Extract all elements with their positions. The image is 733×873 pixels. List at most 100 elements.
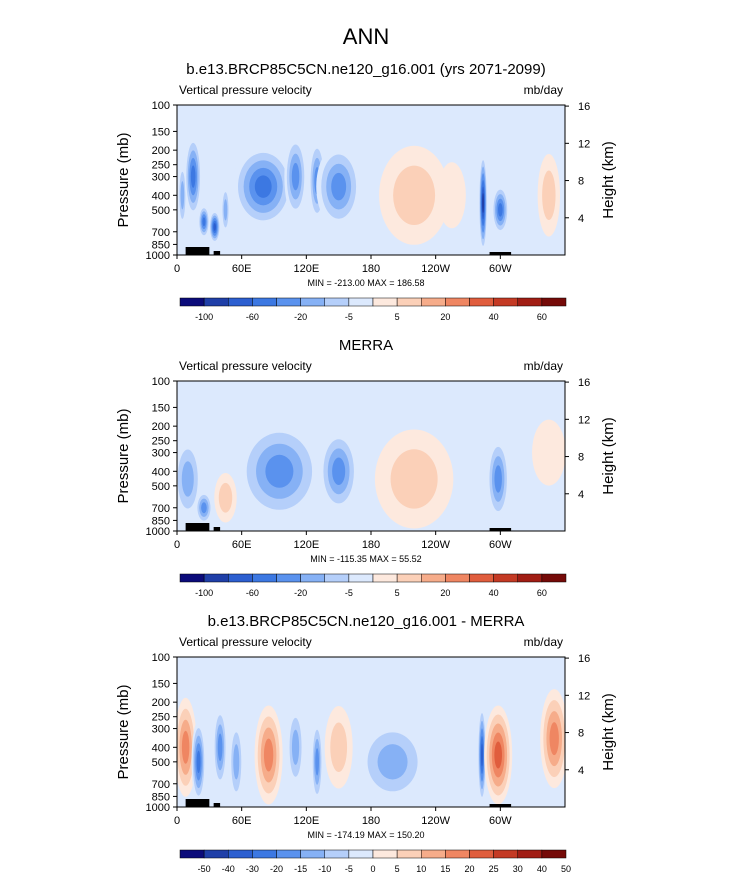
colorbar-box	[300, 573, 325, 583]
colorbar-box	[276, 297, 301, 307]
y2-tick-label: 8	[578, 728, 584, 740]
variable-label: Vertical pressure velocity	[179, 635, 312, 649]
y-tick-label: 100	[152, 652, 170, 664]
y-tick-label: 250	[152, 436, 170, 448]
colorbar-box	[493, 573, 518, 583]
y2-tick-label: 12	[578, 414, 590, 426]
colorbar-label: -5	[345, 588, 353, 598]
topography-1	[213, 251, 221, 255]
colorbar-label: 5	[395, 312, 400, 322]
colorbar-box	[469, 297, 494, 307]
topography-1	[213, 803, 221, 807]
contour-6-4	[291, 162, 300, 191]
colorbar-box	[372, 297, 398, 307]
x-tick-label: 0	[174, 263, 180, 275]
colorbar-box	[541, 573, 567, 583]
y-tick-label: 250	[152, 712, 170, 724]
topography-1	[213, 527, 221, 531]
colorbar-label: -60	[246, 312, 259, 322]
y-tick-label: 500	[152, 757, 170, 769]
contour-6-4	[494, 465, 502, 493]
colorbar-box	[179, 297, 205, 307]
colorbar-label: -20	[294, 312, 307, 322]
x-tick-label: 60W	[489, 263, 512, 275]
panel-title: b.e13.BRCP85C5CN.ne120_g16.001 - MERRA	[208, 613, 525, 630]
y-tick-label: 100	[152, 100, 170, 112]
x-tick-label: 120E	[293, 815, 319, 827]
y-tick-label: 1000	[146, 250, 170, 262]
x-tick-label: 60W	[489, 539, 512, 551]
topography-2	[489, 804, 512, 807]
units-label: mb/day	[524, 635, 563, 649]
colorbar-box	[348, 849, 374, 859]
topography-0	[185, 523, 210, 531]
colorbar-label: -5	[345, 312, 353, 322]
colorbar-label: 0	[370, 864, 375, 873]
colorbar-label: 20	[440, 588, 450, 598]
y2-tick-label: 8	[578, 452, 584, 464]
contour-6-4	[315, 748, 319, 776]
x-tick-label: 120W	[421, 815, 450, 827]
x-tick-label: 180	[362, 263, 380, 275]
contour-1-5	[196, 750, 201, 774]
colorbar-box	[517, 573, 543, 583]
panels: b.e13.BRCP85C5CN.ne120_g16.001 (yrs 2071…	[115, 61, 617, 873]
colorbar-label: -20	[294, 588, 307, 598]
y2-tick-label: 4	[578, 489, 584, 501]
colorbar-label: 60	[537, 312, 547, 322]
y-tick-label: 300	[152, 172, 170, 184]
colorbar-box	[324, 849, 350, 859]
panel-title: b.e13.BRCP85C5CN.ne120_g16.001 (yrs 2071…	[186, 61, 545, 78]
y2-axis-label: Height (km)	[600, 417, 617, 495]
contour-3-3	[233, 744, 240, 780]
colorbar-box	[372, 849, 398, 859]
panel-1: MERRA Vertical pressure velocity mb/day 100…	[115, 337, 617, 598]
contour-8-3	[377, 744, 408, 780]
y2-tick-label: 4	[578, 213, 584, 225]
contour-10-5	[494, 741, 502, 769]
colorbar-box	[203, 573, 229, 583]
y-tick-label: 850	[152, 239, 170, 251]
y-tick-label: 850	[152, 515, 170, 527]
x-tick-label: 120E	[293, 263, 319, 275]
x-tick-label: 180	[362, 815, 380, 827]
x-tick-label: 120W	[421, 539, 450, 551]
contour-0-3	[181, 461, 194, 497]
colorbar-box	[396, 297, 422, 307]
y-tick-label: 1000	[146, 802, 170, 814]
y-tick-label: 300	[152, 448, 170, 460]
colorbar-box	[421, 297, 446, 307]
colorbar-box	[252, 573, 277, 583]
colorbar-box	[203, 297, 229, 307]
colorbar-box	[396, 849, 422, 859]
colorbar-box	[179, 849, 205, 859]
y2-tick-label: 12	[578, 138, 590, 150]
colorbar-label: -10	[318, 864, 331, 873]
y-tick-label: 150	[152, 126, 170, 138]
heatmap-field	[177, 105, 565, 255]
panel-title: MERRA	[339, 337, 393, 354]
panel-0: b.e13.BRCP85C5CN.ne120_g16.001 (yrs 2071…	[115, 61, 617, 322]
topography-0	[185, 799, 210, 807]
y-tick-label: 700	[152, 779, 170, 791]
heatmap-field	[177, 381, 565, 531]
colorbar-label: -15	[294, 864, 307, 873]
y2-tick-label: 12	[578, 690, 590, 702]
colorbar-box	[203, 849, 229, 859]
contour-13-2	[542, 170, 556, 221]
y-tick-label: 400	[152, 466, 170, 478]
colorbar-label: 20	[464, 864, 474, 873]
colorbar-box	[252, 849, 277, 859]
figure-title: ANN	[343, 24, 389, 49]
y2-tick-label: 8	[578, 176, 584, 188]
y-tick-label: 150	[152, 678, 170, 690]
colorbar-label: -20	[270, 864, 283, 873]
colorbar-label: -100	[195, 312, 213, 322]
topography-2	[489, 252, 512, 255]
colorbar-box	[541, 849, 567, 859]
colorbar-box	[300, 849, 325, 859]
y2-axis-label: Height (km)	[600, 693, 617, 771]
colorbar-box	[517, 849, 543, 859]
colorbar-box	[348, 573, 374, 583]
y-tick-label: 500	[152, 205, 170, 217]
